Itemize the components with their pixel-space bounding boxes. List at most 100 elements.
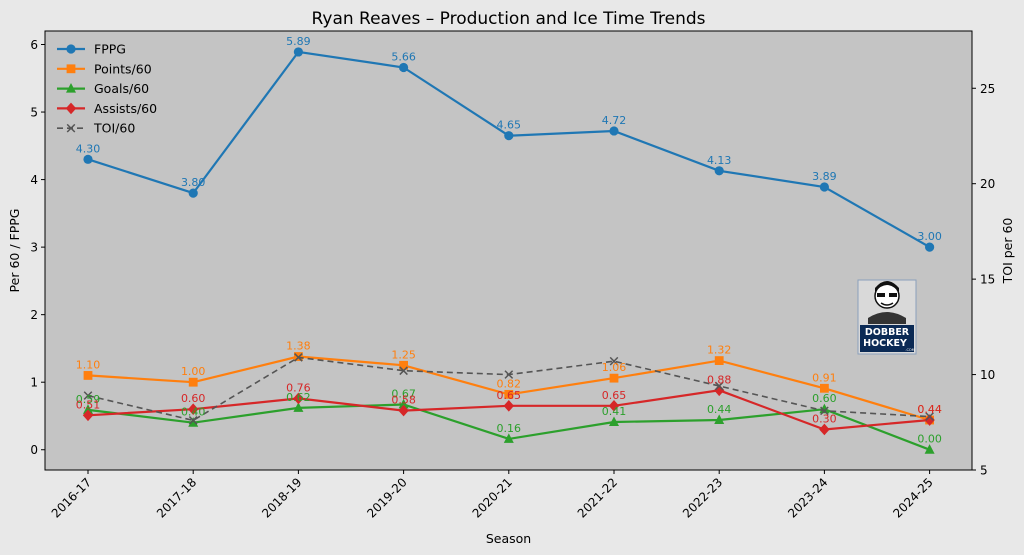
data-label-fppg: 4.72	[602, 114, 627, 127]
point-assists-60	[819, 423, 830, 436]
legend: FPPG Points/60 Goals/60 Assists/60 TOI/60	[57, 42, 157, 136]
point-points-60	[714, 356, 724, 365]
data-label-points-60: 1.25	[391, 348, 416, 361]
data-label-fppg: 4.13	[707, 154, 732, 167]
logo-text-line3: .COM	[905, 348, 914, 352]
data-label-points-60: 1.38	[286, 340, 311, 353]
legend-label-points-60: Points/60	[94, 61, 152, 76]
y-axis-label-left: Per 60 / FPPG	[7, 209, 22, 293]
point-assists-60	[188, 403, 199, 416]
data-label-fppg: 3.89	[812, 170, 837, 183]
data-label-fppg: 5.89	[286, 35, 311, 48]
data-label-goals-60: 0.62	[286, 391, 311, 404]
point-goals-60	[924, 444, 935, 454]
data-label-goals-60: 0.00	[917, 433, 942, 446]
legend-marker-goals-60	[66, 83, 76, 93]
y-tick-label-left: 3	[30, 241, 38, 255]
y-tick-label-left: 1	[30, 376, 38, 390]
point-toi-60	[925, 412, 934, 421]
point-goals-60	[609, 416, 619, 427]
legend-marker-assists-60	[65, 102, 77, 115]
series-toi-60	[83, 353, 934, 425]
point-assists-60	[608, 400, 620, 412]
y-tick-label-left: 0	[30, 443, 38, 457]
point-goals-60	[293, 402, 304, 412]
point-goals-60	[83, 404, 93, 414]
data-label-points-60: 1.10	[76, 358, 101, 371]
data-label-points-60: 1.00	[181, 365, 206, 378]
data-label-fppg: 5.66	[391, 50, 416, 63]
point-toi-60	[609, 356, 619, 366]
data-label-fppg: 3.00	[917, 230, 942, 243]
legend-marker-fppg	[66, 44, 76, 54]
data-label-goals-60: 0.67	[391, 387, 416, 400]
point-points-60	[399, 360, 408, 370]
data-label-assists-60: 0.44	[917, 403, 942, 416]
data-label-fppg: 4.65	[497, 119, 522, 132]
y-tick-label-right: 20	[980, 177, 995, 191]
data-label-assists-60: 0.30	[812, 412, 837, 425]
series-fppg	[83, 47, 935, 252]
chart-title: Ryan Reaves – Production and Ice Time Tr…	[312, 9, 706, 29]
point-fppg	[188, 188, 198, 198]
legend-label-fppg: FPPG	[94, 42, 126, 57]
data-label-assists-60: 0.88	[707, 373, 732, 386]
y-axis-label-right: TOI per 60	[1000, 218, 1015, 285]
data-label-goals-60: 0.60	[812, 392, 837, 405]
series-layer	[82, 47, 935, 454]
legend-label-goals-60: Goals/60	[94, 81, 149, 96]
legend-marker-points-60	[66, 64, 76, 74]
y-tick-label-left: 6	[30, 38, 38, 52]
point-points-60	[83, 371, 93, 380]
point-assists-60	[924, 414, 935, 426]
y-tick-label-left: 4	[30, 173, 38, 187]
point-assists-60	[293, 392, 304, 405]
point-points-60	[820, 383, 829, 393]
data-label-assists-60: 0.76	[286, 381, 311, 394]
point-fppg	[714, 166, 724, 176]
y-tick-label-left: 2	[30, 308, 38, 322]
data-label-assists-60: 0.58	[391, 394, 416, 407]
data-label-points-60: 0.44	[917, 403, 942, 416]
data-label-points-60: 1.06	[602, 361, 627, 374]
point-fppg	[504, 131, 514, 141]
data-label-goals-60: 0.16	[497, 422, 522, 435]
point-toi-60	[504, 370, 514, 379]
data-label-goals-60: 0.44	[707, 403, 732, 416]
point-fppg	[819, 182, 830, 192]
legend-label-assists-60: Assists/60	[94, 101, 157, 116]
legend-marker-toi-60	[66, 123, 76, 133]
data-label-assists-60: 0.65	[497, 389, 522, 402]
point-fppg	[399, 62, 409, 73]
data-label-goals-60: 0.40	[181, 406, 206, 419]
data-label-fppg: 3.80	[181, 176, 206, 189]
point-fppg	[925, 242, 935, 252]
series-assists-60	[82, 384, 935, 436]
point-goals-60	[714, 414, 725, 425]
logo-text-line2: HOCKEY	[863, 338, 907, 349]
point-fppg	[609, 126, 619, 136]
point-points-60	[188, 377, 198, 387]
data-labels-layer: 4.30 3.80 5.89 5.66 4.65 4.72 4.13 3.89 3.00 1.10…	[76, 35, 942, 446]
point-points-60	[504, 389, 514, 399]
data-label-goals-60: 0.59	[76, 393, 101, 406]
point-toi-60	[714, 381, 724, 391]
logo-text-line1: DOBBER	[865, 327, 910, 338]
point-goals-60	[503, 433, 514, 443]
data-label-assists-60: 0.65	[602, 389, 627, 402]
point-goals-60	[188, 417, 199, 427]
point-fppg	[293, 47, 303, 57]
data-label-assists-60: 0.60	[181, 392, 206, 405]
point-points-60	[609, 373, 619, 383]
point-toi-60	[820, 406, 829, 416]
legend-label-toi-60: TOI/60	[93, 121, 135, 136]
y-tick-label-left: 5	[30, 106, 38, 120]
point-toi-60	[83, 391, 93, 400]
point-assists-60	[503, 400, 514, 412]
y-tick-label-right: 5	[980, 464, 988, 478]
data-label-points-60: 0.82	[497, 377, 522, 390]
data-label-points-60: 0.91	[812, 371, 837, 384]
point-assists-60	[714, 384, 725, 397]
dobber-hockey-logo: DOBBER HOCKEY .COM	[857, 279, 917, 355]
